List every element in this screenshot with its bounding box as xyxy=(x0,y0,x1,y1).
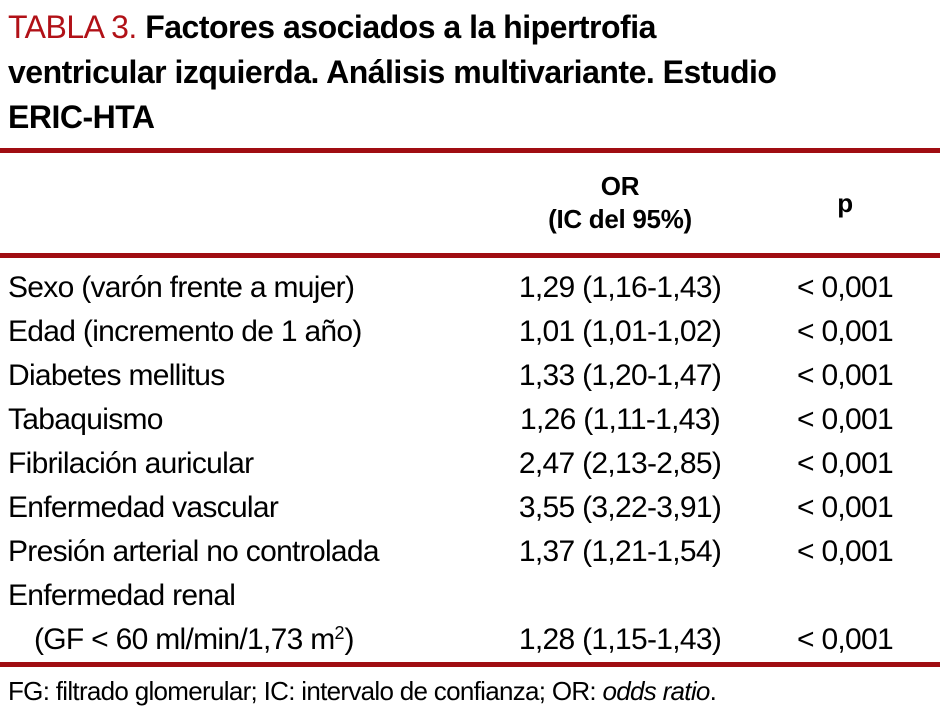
factor-cell: Sexo (varón frente a mujer) xyxy=(8,271,355,304)
header-or-column: OR (IC del 95%) xyxy=(490,170,750,236)
bottom-rule xyxy=(0,662,940,667)
table-row: Enfermedad renal xyxy=(0,574,940,618)
footnote-period: . xyxy=(709,676,717,706)
or-cell: 1,29 (1,16-1,43) xyxy=(518,271,722,304)
factor-cell: (GF < 60 ml/min/1,73 m2) xyxy=(0,618,490,662)
p-cell: < 0,001 xyxy=(796,359,894,392)
factor-text-close: ) xyxy=(344,623,355,656)
table-title-line2: ventricular izquierda. Análisis multivar… xyxy=(8,54,777,90)
factor-cell: Diabetes mellitus xyxy=(8,359,225,392)
footnote-italic-term: odds ratio xyxy=(602,676,710,706)
header-p-column: p xyxy=(837,187,853,218)
factor-cell: Edad (incremento de 1 año) xyxy=(8,315,362,348)
factor-cell: Enfermedad vascular xyxy=(8,491,279,524)
header-rule xyxy=(0,253,940,258)
or-cell: 2,47 (2,13-2,85) xyxy=(518,447,722,480)
p-cell: < 0,001 xyxy=(796,271,894,304)
or-cell: 1,37 (1,21-1,54) xyxy=(518,535,722,568)
header-or-line1: OR xyxy=(600,171,640,201)
table-row: (GF < 60 ml/min/1,73 m2) 1,28 (1,15-1,43… xyxy=(0,618,940,662)
table-title-line1: Factores asociados a la hipertrofia xyxy=(145,9,656,45)
or-cell: 3,55 (3,22-3,91) xyxy=(518,491,722,524)
superscript-2: 2 xyxy=(334,623,345,643)
table-body: Sexo (varón frente a mujer) 1,29 (1,16-1… xyxy=(0,258,940,662)
p-cell: < 0,001 xyxy=(796,491,894,524)
top-rule xyxy=(0,148,940,153)
table-title-line3: ERIC-HTA xyxy=(8,99,155,135)
factor-cell: Enfermedad renal xyxy=(8,579,236,612)
factor-cell: Tabaquismo xyxy=(8,403,163,436)
table-title: TABLA 3. Factores asociados a la hipertr… xyxy=(0,0,940,140)
footnote-text: FG: filtrado glomerular; IC: intervalo d… xyxy=(8,676,603,706)
or-cell: 1,33 (1,20-1,47) xyxy=(518,359,722,392)
header-or-line2: (IC del 95%) xyxy=(548,204,692,234)
p-cell xyxy=(750,574,940,618)
table-row: Fibrilación auricular 2,47 (2,13-2,85) <… xyxy=(0,442,940,486)
p-cell: < 0,001 xyxy=(796,623,894,656)
table-footnote: FG: filtrado glomerular; IC: intervalo d… xyxy=(0,667,940,707)
p-cell: < 0,001 xyxy=(796,315,894,348)
p-cell: < 0,001 xyxy=(796,447,894,480)
factor-cell: Presión arterial no controlada xyxy=(8,535,380,568)
table-row: Enfermedad vascular 3,55 (3,22-3,91) < 0… xyxy=(0,486,940,530)
p-cell: < 0,001 xyxy=(796,535,894,568)
or-cell: 1,01 (1,01-1,02) xyxy=(518,315,722,348)
factor-text: (GF < 60 ml/min/1,73 m xyxy=(34,623,335,656)
table-row: Tabaquismo 1,26 (1,11-1,43) < 0,001 xyxy=(0,398,940,442)
p-cell: < 0,001 xyxy=(796,403,894,436)
table-row: Diabetes mellitus 1,33 (1,20-1,47) < 0,0… xyxy=(0,354,940,398)
table-row: Sexo (varón frente a mujer) 1,29 (1,16-1… xyxy=(0,266,940,310)
table-row: Presión arterial no controlada 1,37 (1,2… xyxy=(0,530,940,574)
or-cell: 1,26 (1,11-1,43) xyxy=(519,403,721,436)
table-header-row: OR (IC del 95%) p xyxy=(0,153,940,253)
table-row: Edad (incremento de 1 año) 1,01 (1,01-1,… xyxy=(0,310,940,354)
or-cell xyxy=(490,574,750,618)
factor-cell: Fibrilación auricular xyxy=(8,447,254,480)
or-cell: 1,28 (1,15-1,43) xyxy=(518,623,722,656)
table-number-label: TABLA 3. xyxy=(8,9,137,45)
